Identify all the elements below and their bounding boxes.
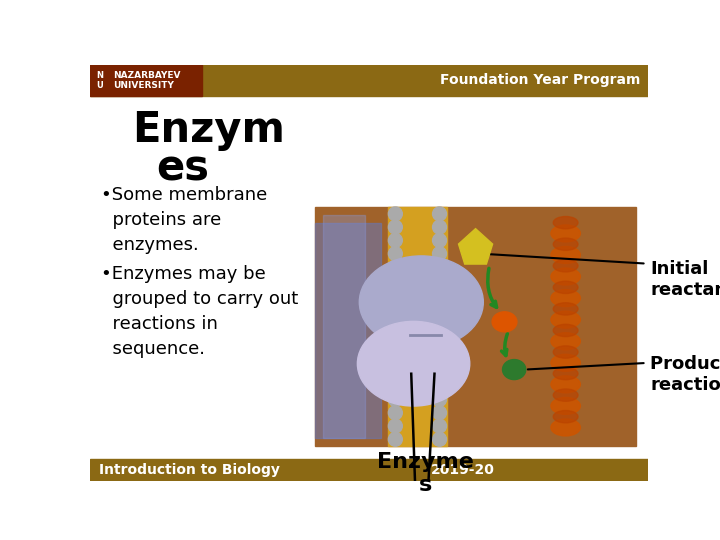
Circle shape [388, 353, 402, 367]
Circle shape [433, 220, 446, 234]
Circle shape [433, 313, 446, 327]
Circle shape [433, 406, 446, 420]
Circle shape [388, 260, 402, 274]
Ellipse shape [492, 312, 517, 332]
Polygon shape [459, 228, 492, 264]
Circle shape [433, 340, 446, 353]
Circle shape [388, 207, 402, 221]
Circle shape [388, 287, 402, 300]
Ellipse shape [503, 360, 526, 380]
Circle shape [433, 287, 446, 300]
Ellipse shape [553, 346, 578, 358]
Ellipse shape [553, 325, 578, 336]
Ellipse shape [551, 376, 580, 393]
Circle shape [433, 379, 446, 393]
Circle shape [433, 300, 446, 314]
Circle shape [388, 247, 402, 261]
Circle shape [433, 353, 446, 367]
Text: Product of
reaction: Product of reaction [650, 355, 720, 394]
Circle shape [388, 379, 402, 393]
Text: •Some membrane
  proteins are
  enzymes.: •Some membrane proteins are enzymes. [101, 186, 267, 254]
Ellipse shape [551, 247, 580, 264]
Circle shape [388, 366, 402, 380]
Circle shape [388, 233, 402, 247]
Circle shape [388, 419, 402, 433]
Text: NAZARBAYEV
UNIVERSITY: NAZARBAYEV UNIVERSITY [113, 71, 181, 90]
Circle shape [388, 326, 402, 340]
Circle shape [433, 233, 446, 247]
Bar [90, 459, 648, 481]
Circle shape [388, 313, 402, 327]
Text: Enzym: Enzym [132, 110, 286, 151]
Text: s: s [418, 475, 432, 495]
Circle shape [388, 300, 402, 314]
Bar [323, 215, 365, 438]
Ellipse shape [551, 333, 580, 350]
Circle shape [433, 247, 446, 261]
Circle shape [433, 273, 446, 287]
Ellipse shape [551, 311, 580, 328]
Ellipse shape [553, 217, 578, 229]
Ellipse shape [553, 410, 578, 423]
Circle shape [388, 340, 402, 353]
Circle shape [388, 393, 402, 407]
Bar [315, 222, 381, 438]
Ellipse shape [553, 260, 578, 272]
Ellipse shape [553, 389, 578, 401]
Circle shape [433, 433, 446, 446]
Text: Initial
reactant: Initial reactant [650, 260, 720, 299]
Circle shape [433, 366, 446, 380]
Bar [388, 207, 446, 446]
Ellipse shape [551, 354, 580, 372]
Ellipse shape [553, 367, 578, 380]
Text: Foundation Year Program: Foundation Year Program [440, 73, 640, 87]
Circle shape [388, 220, 402, 234]
Bar [90, 65, 648, 96]
Bar [90, 65, 202, 96]
Ellipse shape [553, 303, 578, 315]
Circle shape [388, 433, 402, 446]
Ellipse shape [357, 321, 469, 406]
Ellipse shape [551, 397, 580, 414]
Text: •Enzymes may be
  grouped to carry out
  reactions in
  sequence.: •Enzymes may be grouped to carry out rea… [101, 265, 298, 358]
Ellipse shape [553, 281, 578, 294]
Ellipse shape [551, 268, 580, 285]
Text: Enzyme: Enzyme [377, 452, 474, 472]
Circle shape [433, 207, 446, 221]
Text: es: es [156, 148, 209, 190]
Circle shape [433, 393, 446, 407]
Circle shape [433, 260, 446, 274]
Ellipse shape [359, 256, 483, 348]
Ellipse shape [551, 225, 580, 242]
Ellipse shape [551, 419, 580, 436]
Circle shape [388, 273, 402, 287]
Text: 2019-20: 2019-20 [431, 463, 495, 477]
Circle shape [388, 406, 402, 420]
Ellipse shape [553, 238, 578, 251]
Ellipse shape [551, 289, 580, 307]
Circle shape [433, 419, 446, 433]
Text: Introduction to Biology: Introduction to Biology [99, 463, 280, 477]
Bar [315, 207, 636, 446]
Circle shape [433, 326, 446, 340]
Text: N
U: N U [96, 71, 103, 90]
